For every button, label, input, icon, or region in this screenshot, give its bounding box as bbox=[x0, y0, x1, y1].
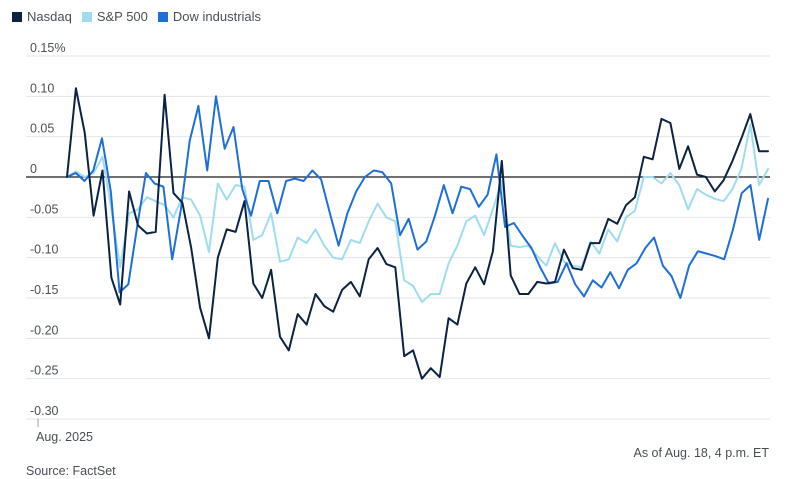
legend-swatch-dow bbox=[157, 11, 168, 22]
y-tick-label: 0.15% bbox=[30, 41, 65, 55]
legend-label-dow: Dow industrials bbox=[172, 9, 262, 24]
y-tick-label: 0 bbox=[30, 162, 37, 176]
legend-item-dow: Dow industrials bbox=[157, 9, 262, 24]
x-tick-label: Aug. 2025 bbox=[36, 430, 93, 444]
legend-item-sp500: S&P 500 bbox=[81, 9, 148, 24]
y-tick-label: -0.30 bbox=[30, 404, 59, 418]
nasdaq-line bbox=[66, 87, 769, 380]
dow-industrials-line bbox=[66, 95, 769, 299]
y-tick-label: -0.20 bbox=[30, 323, 59, 337]
y-tick-label: 0.05 bbox=[30, 122, 54, 136]
y-tick-label: -0.10 bbox=[30, 243, 59, 257]
y-tick-label: -0.15 bbox=[30, 283, 59, 297]
sp500-line bbox=[66, 123, 769, 303]
source-note: Source: FactSet bbox=[26, 464, 116, 478]
chart-legend: Nasdaq S&P 500 Dow industrials bbox=[12, 9, 271, 24]
legend-swatch-nasdaq bbox=[12, 11, 22, 22]
y-tick-label: -0.05 bbox=[30, 202, 59, 216]
legend-label-nasdaq: Nasdaq bbox=[27, 9, 72, 24]
y-tick-label: 0.10 bbox=[30, 81, 54, 95]
legend-item-nasdaq: Nasdaq bbox=[12, 9, 72, 24]
y-tick-label: -0.25 bbox=[30, 364, 59, 378]
as-of-note: As of Aug. 18, 4 p.m. ET bbox=[633, 446, 770, 460]
legend-label-sp500: S&P 500 bbox=[96, 9, 148, 24]
legend-swatch-sp500 bbox=[81, 11, 92, 22]
